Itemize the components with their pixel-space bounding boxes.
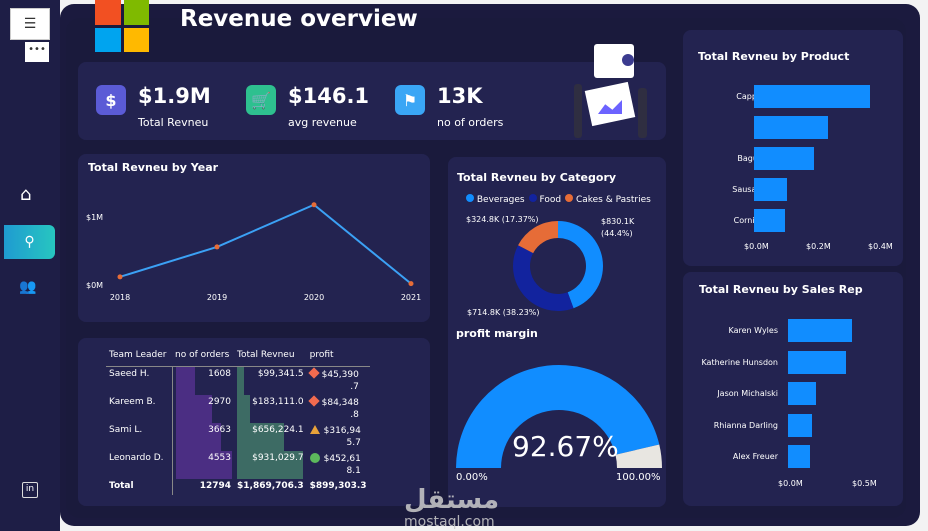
x-tick: 2020 — [304, 293, 324, 302]
year-point — [408, 281, 414, 287]
year-line-chart: $0M $1M 2018 2019 2020 2021 — [86, 202, 421, 302]
bar[interactable] — [754, 147, 815, 170]
gauge-title: profit margin — [456, 327, 538, 340]
x-tick: $0.0M — [778, 478, 803, 488]
x-tick: $0.4M — [868, 242, 893, 251]
bar[interactable] — [788, 413, 812, 437]
bar[interactable] — [754, 209, 785, 232]
x-tick: 2018 — [110, 293, 130, 302]
sidebar: ☰ ••• ⌂ ⚲ 👥 in — [0, 0, 60, 531]
legend-item[interactable]: Food — [528, 194, 561, 205]
table-row[interactable]: Leonardo D. 4553 $931,029.7 $452,61 8.1 — [106, 450, 370, 479]
bar[interactable] — [788, 382, 817, 405]
table-total-row: Total 12794 $1,869,706.3 $899,303.3 — [106, 478, 370, 495]
donut-slice — [518, 221, 558, 254]
category-legend: Beverages Food Cakes & Pastries — [466, 194, 651, 205]
profit-value: $84,348 .8 — [321, 397, 359, 420]
dollar-icon: $ — [96, 85, 126, 115]
x-tick: 2019 — [207, 293, 227, 302]
home-icon[interactable]: ⌂ — [20, 184, 32, 205]
x-tick: $0.2M — [806, 242, 831, 251]
column-header[interactable]: no of orders — [172, 348, 234, 367]
more-button[interactable]: ••• — [25, 42, 49, 62]
filter-button[interactable]: ☰ — [10, 8, 50, 40]
category-donut-chart — [513, 221, 603, 311]
year-point — [117, 274, 123, 280]
profit-value: $452,61 8.1 — [323, 453, 361, 476]
bar-label: Karen Wyles — [728, 326, 778, 335]
label-cakes: $324.8K (17.37%) — [466, 215, 539, 224]
kpi-value: $146.1 — [288, 84, 370, 108]
bar-label: Rhianna Darling — [713, 420, 778, 430]
bar[interactable] — [788, 319, 852, 342]
linkedin-icon[interactable]: in — [22, 482, 38, 498]
year-point — [311, 202, 317, 208]
tag-icon: ⚑ — [395, 85, 425, 115]
profit-margin-gauge — [456, 365, 662, 468]
bar[interactable] — [754, 178, 787, 201]
kpi-value: $1.9M — [138, 84, 211, 108]
column-header[interactable]: Total Revneu — [234, 348, 307, 367]
gauge-remainder — [615, 444, 662, 468]
kpi-label: Total Revneu — [138, 116, 209, 129]
profit-value: $45,390 .7 — [321, 369, 359, 392]
illustration — [570, 44, 658, 140]
year-line — [119, 203, 412, 285]
donut-slice — [513, 245, 574, 311]
gauge-min: 0.00% — [456, 472, 488, 483]
bar-label: Jason Michalski — [717, 389, 778, 398]
legend-item[interactable]: Cakes & Pastries — [565, 194, 651, 205]
bar-label: Alex Freuer — [732, 452, 778, 461]
table-header: Team Leader no of orders Total Revneu profi… — [106, 348, 370, 367]
x-tick: $0.0M — [744, 242, 769, 251]
label-beverages-pct: (44.4%) — [601, 229, 633, 238]
product-chart-title: Total Revneu by Product — [698, 50, 850, 63]
bar[interactable] — [754, 85, 871, 108]
report-search-icon[interactable]: ⚲ — [4, 225, 55, 259]
donut-slice — [558, 221, 603, 309]
people-icon[interactable]: 👥 — [19, 279, 37, 295]
column-header[interactable]: profit — [306, 348, 370, 367]
x-tick: 2021 — [401, 293, 421, 302]
y-tick: $1M — [86, 213, 103, 222]
page-title: Revenue overview — [180, 6, 418, 32]
year-point — [214, 244, 220, 250]
bar[interactable] — [788, 350, 846, 374]
gauge-max: 100.00% — [616, 472, 661, 483]
bar-label: Sausage... — [678, 185, 774, 194]
profit-value: $316,94 5.7 — [323, 425, 361, 448]
bar[interactable] — [788, 445, 811, 468]
label-food: $714.8K (38.23%) — [467, 308, 540, 317]
gauge-fill — [456, 365, 660, 468]
y-tick: $0M — [86, 281, 103, 290]
legend-item[interactable]: Beverages — [466, 194, 525, 205]
gauge-value: 92.67% — [512, 430, 619, 463]
kpi-card — [78, 62, 666, 140]
table-row[interactable]: Saeed H. 1608 $99,341.5 $45,390 .7 — [106, 366, 370, 395]
bar-label: Cornish ... — [733, 216, 774, 225]
team-leader-table: Team Leader no of orders Total Revneu profi… — [106, 348, 370, 495]
year-chart-card — [78, 154, 430, 322]
kpi-label: avg revenue — [288, 116, 357, 129]
table-row[interactable]: Kareem B. 2970 $183,111.0 $84,348 .8 — [106, 394, 370, 423]
kpi-label: no of orders — [437, 116, 504, 129]
label-beverages: $830.1K — [601, 217, 635, 226]
watermark: مستقل mostaql.com — [404, 485, 500, 530]
microsoft-logo — [95, 0, 149, 52]
bar-label: Katherine Hunsdon — [701, 357, 778, 367]
rep-chart-title: Total Revneu by Sales Rep — [699, 283, 863, 296]
year-chart-title: Total Revneu by Year — [88, 161, 219, 174]
x-tick: $0.5M — [852, 478, 877, 488]
bar[interactable] — [754, 116, 829, 139]
category-chart-title: Total Revneu by Category — [457, 171, 617, 184]
column-header[interactable]: Team Leader — [106, 348, 172, 367]
kpi-value: 13K — [437, 84, 483, 108]
cart-icon: 🛒 — [246, 85, 276, 115]
table-row[interactable]: Sami L. 3663 $656,224.1 $316,94 5.7 — [106, 422, 370, 451]
